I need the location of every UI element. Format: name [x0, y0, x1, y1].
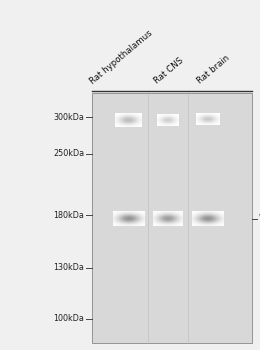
Text: 100kDa: 100kDa: [54, 314, 84, 323]
Text: 300kDa: 300kDa: [54, 113, 84, 122]
Text: 180kDa: 180kDa: [54, 211, 84, 220]
Text: Rat hypothalamus: Rat hypothalamus: [88, 28, 154, 86]
Text: 250kDa: 250kDa: [53, 149, 84, 159]
Text: WNK3: WNK3: [259, 214, 260, 224]
Bar: [92, 93, 252, 343]
Text: 130kDa: 130kDa: [54, 263, 84, 272]
Text: Rat brain: Rat brain: [196, 54, 232, 86]
Text: Rat CNS: Rat CNS: [153, 56, 185, 86]
